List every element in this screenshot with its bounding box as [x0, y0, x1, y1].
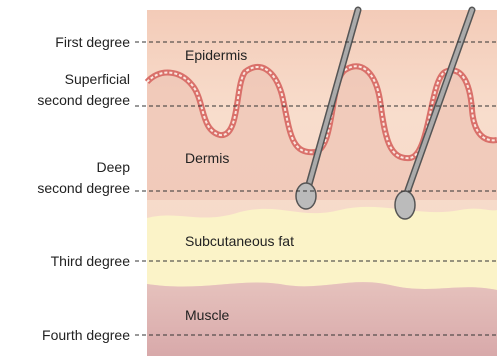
- layer-label: Dermis: [185, 150, 229, 166]
- depth-label: Third degree: [51, 253, 131, 269]
- hair-bulb: [296, 183, 316, 209]
- layer-label: Subcutaneous fat: [185, 233, 294, 249]
- depth-label: second degree: [37, 180, 130, 196]
- depth-label: Fourth degree: [42, 327, 130, 343]
- layer-label: Epidermis: [185, 47, 247, 63]
- depth-label: First degree: [55, 34, 130, 50]
- depth-label: second degree: [37, 92, 130, 108]
- depth-label: Superficial: [65, 71, 130, 87]
- layer-label: Muscle: [185, 307, 230, 323]
- hair-bulb: [395, 191, 415, 219]
- depth-label: Deep: [97, 159, 131, 175]
- depth-labels: First degree Superficial second degree D…: [37, 34, 130, 343]
- burn-depth-diagram: First degree Superficial second degree D…: [0, 0, 497, 356]
